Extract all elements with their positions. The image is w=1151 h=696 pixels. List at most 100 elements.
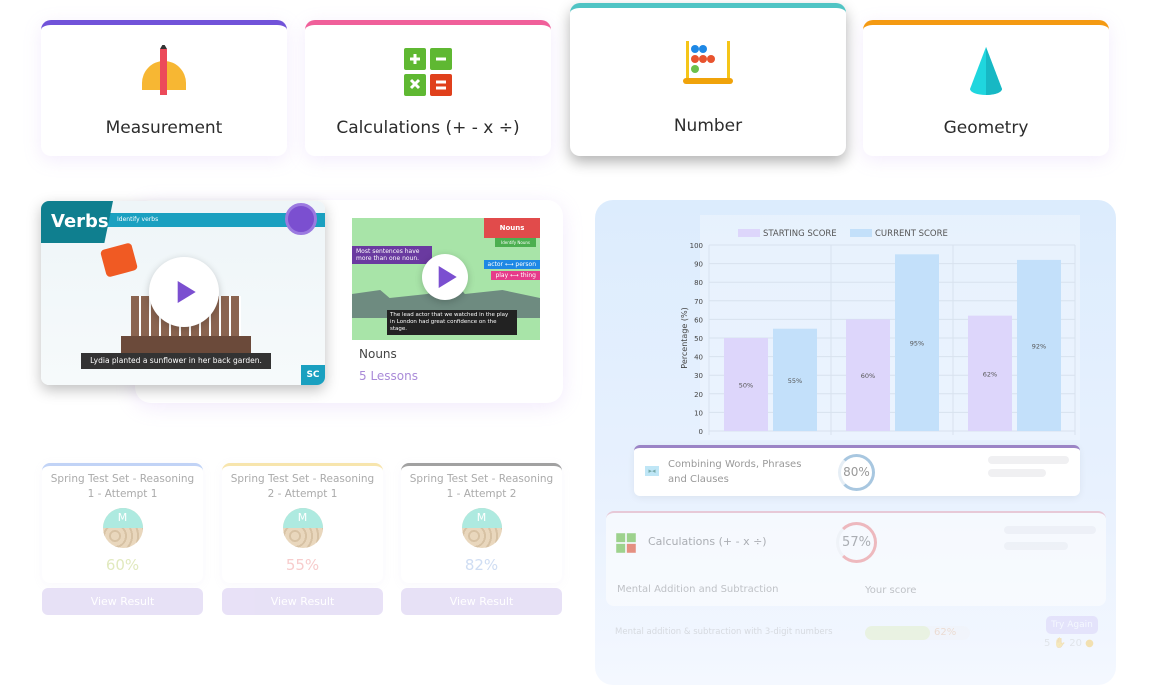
hand-icon: ✋ xyxy=(1053,638,1067,649)
score-row: Mental addition & subtraction with 3-dig… xyxy=(606,612,1106,662)
play-button[interactable] xyxy=(422,254,468,300)
test-title: Spring Test Set - Reasoning 1 - Attempt … xyxy=(409,473,554,500)
topic-card-number[interactable]: Number xyxy=(570,3,846,156)
test-card[interactable]: Spring Test Set - Reasoning 1 - Attempt … xyxy=(42,463,203,583)
y-tick-label: 30 xyxy=(694,372,703,380)
view-result-button[interactable]: View Result xyxy=(401,588,562,615)
magnifier-icon xyxy=(285,203,317,235)
nouns-pair: play ⟷ thing xyxy=(491,271,540,280)
y-axis-label: Percentage (%) xyxy=(680,307,689,368)
progress-label: Combining Words, Phrases and Clauses xyxy=(668,459,802,485)
data-label: 62% xyxy=(983,370,997,378)
avatar-initial: M xyxy=(282,508,323,528)
score-ring: 57% xyxy=(836,522,877,563)
y-tick-label: 50 xyxy=(694,335,703,343)
count-attempts: 5 xyxy=(1044,638,1051,649)
y-tick-label: 70 xyxy=(694,298,703,306)
y-tick-label: 40 xyxy=(694,354,703,362)
test-title: Spring Test Set - Reasoning 2 - Attempt … xyxy=(230,473,375,500)
corner-badge: SC xyxy=(301,365,325,385)
protractor-pencil-icon xyxy=(142,45,186,95)
view-result-button[interactable]: View Result xyxy=(222,588,383,615)
nouns-note: Most sentences have more than one noun. xyxy=(352,246,432,264)
calculator-signs-icon xyxy=(616,533,636,553)
calculator-signs-icon xyxy=(404,48,452,96)
topic-label: Calculations (+ - x ÷) xyxy=(336,118,520,138)
test-score: 82% xyxy=(464,556,499,574)
legend-swatch xyxy=(850,229,872,237)
data-label: 92% xyxy=(1032,342,1046,350)
y-tick-label: 20 xyxy=(694,391,703,399)
garden-bed xyxy=(121,336,251,354)
bar-starting-score xyxy=(724,338,768,431)
verbs-badge: Verbs xyxy=(41,201,113,243)
progress-card-calculations[interactable]: Calculations (+ - x ÷) 57% Mental Additi… xyxy=(606,511,1106,606)
verbs-subtitle: Identify verbs xyxy=(101,213,325,227)
progress-card-combining[interactable]: ▸◂ Combining Words, Phrases and Clauses … xyxy=(634,445,1080,496)
bar-current-score xyxy=(773,328,817,431)
bar-current-score xyxy=(895,254,939,431)
bar-starting-score xyxy=(968,315,1012,431)
count-coins: 20 xyxy=(1069,638,1082,649)
lesson-count: 5 Lessons xyxy=(359,369,419,383)
avatar: M xyxy=(102,508,143,548)
topic-card-measurement[interactable]: Measurement xyxy=(41,20,287,156)
reward-counts: 5 ✋ 20 ● xyxy=(1044,638,1094,649)
topic-card-geometry[interactable]: Geometry xyxy=(863,20,1109,156)
y-tick-label: 0 xyxy=(699,428,703,436)
test-card[interactable]: Spring Test Set - Reasoning 1 - Attempt … xyxy=(401,463,562,583)
nouns-video-thumbnail[interactable]: Nouns Identify Nouns Most sentences have… xyxy=(352,218,540,340)
nouns-subtitle: Identify Nouns xyxy=(495,238,536,247)
y-tick-label: 10 xyxy=(694,409,703,417)
data-label: 55% xyxy=(788,377,802,385)
placeholder-bar xyxy=(1004,526,1096,534)
topic-label: Geometry xyxy=(943,118,1029,138)
column-header: Your score xyxy=(865,585,917,596)
y-tick-label: 90 xyxy=(694,261,703,269)
avatar: M xyxy=(461,508,502,548)
legend-label: CURRENT SCORE xyxy=(875,229,948,239)
y-tick-label: 100 xyxy=(690,242,703,250)
nouns-banner: Nouns xyxy=(484,218,540,238)
topic-card-calculations[interactable]: Calculations (+ - x ÷) xyxy=(305,20,551,156)
legend-swatch xyxy=(738,229,760,237)
bar-starting-score xyxy=(846,319,890,431)
play-button[interactable] xyxy=(149,257,219,327)
data-label: 50% xyxy=(739,382,753,390)
abacus-icon xyxy=(683,41,733,84)
avatar: M xyxy=(282,508,323,548)
y-tick-label: 60 xyxy=(694,316,703,324)
verbs-caption: Lydia planted a sunflower in her back ga… xyxy=(81,353,271,369)
combining-icon: ▸◂ xyxy=(645,466,659,476)
data-label: 60% xyxy=(861,372,875,380)
row-score: 62% xyxy=(934,627,957,638)
topic-label: Measurement xyxy=(105,118,223,138)
cone-icon xyxy=(970,47,1002,95)
test-title: Spring Test Set - Reasoning 1 - Attempt … xyxy=(50,473,195,500)
legend-label: STARTING SCORE xyxy=(763,229,837,239)
data-label: 95% xyxy=(910,340,924,348)
topic-label: Number xyxy=(673,116,743,136)
y-tick-label: 80 xyxy=(694,279,703,287)
nouns-pair: actor ⟷ person xyxy=(483,260,540,269)
try-again-button[interactable]: Try Again xyxy=(1046,616,1098,634)
verbs-video-thumbnail[interactable]: Identify verbs Verbs Lydia planted a sun… xyxy=(41,201,325,385)
score-progress-bar xyxy=(865,626,970,640)
view-result-button[interactable]: View Result xyxy=(42,588,203,615)
video-title[interactable]: Nouns xyxy=(359,347,397,361)
column-header: Mental Addition and Subtraction xyxy=(617,584,779,595)
test-card[interactable]: Spring Test Set - Reasoning 2 - Attempt … xyxy=(222,463,383,583)
score-ring: 80% xyxy=(838,454,875,491)
coin-icon: ● xyxy=(1085,638,1094,649)
row-label: Mental addition & subtraction with 3-dig… xyxy=(615,627,833,637)
avatar-initial: M xyxy=(461,508,502,528)
placeholder-bar xyxy=(988,469,1046,477)
test-score: 55% xyxy=(285,556,320,574)
nouns-caption: The lead actor that we watched in the pl… xyxy=(387,310,517,335)
test-score: 60% xyxy=(105,556,140,574)
placeholder-bar xyxy=(988,456,1069,464)
progress-label: Calculations (+ - x ÷) xyxy=(648,535,767,548)
bar-current-score xyxy=(1017,259,1061,431)
avatar-initial: M xyxy=(102,508,143,528)
